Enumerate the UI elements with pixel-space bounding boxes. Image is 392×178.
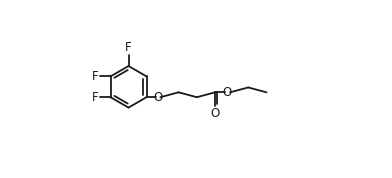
Text: O: O xyxy=(223,86,232,99)
Text: F: F xyxy=(93,91,99,104)
Text: O: O xyxy=(153,91,162,104)
Text: O: O xyxy=(211,107,220,120)
Text: F: F xyxy=(125,41,132,54)
Text: F: F xyxy=(93,70,99,83)
